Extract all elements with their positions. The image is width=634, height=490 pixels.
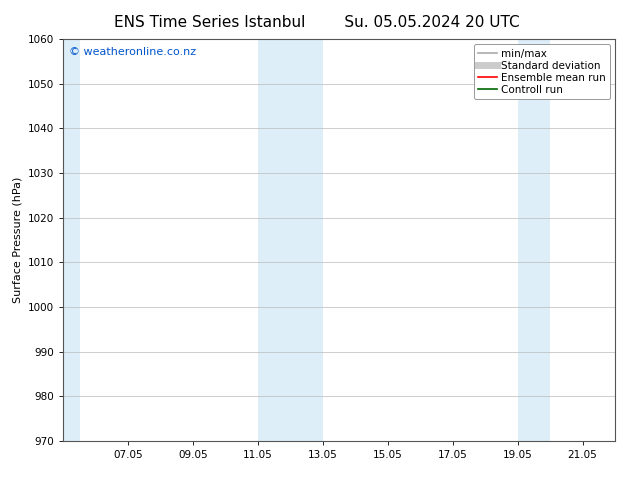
Text: © weatheronline.co.nz: © weatheronline.co.nz — [69, 47, 196, 57]
Y-axis label: Surface Pressure (hPa): Surface Pressure (hPa) — [13, 177, 23, 303]
Legend: min/max, Standard deviation, Ensemble mean run, Controll run: min/max, Standard deviation, Ensemble me… — [474, 45, 610, 99]
Bar — [63, 39, 80, 441]
Bar — [517, 39, 550, 441]
Text: ENS Time Series Istanbul        Su. 05.05.2024 20 UTC: ENS Time Series Istanbul Su. 05.05.2024 … — [114, 15, 520, 30]
Bar — [258, 39, 323, 441]
